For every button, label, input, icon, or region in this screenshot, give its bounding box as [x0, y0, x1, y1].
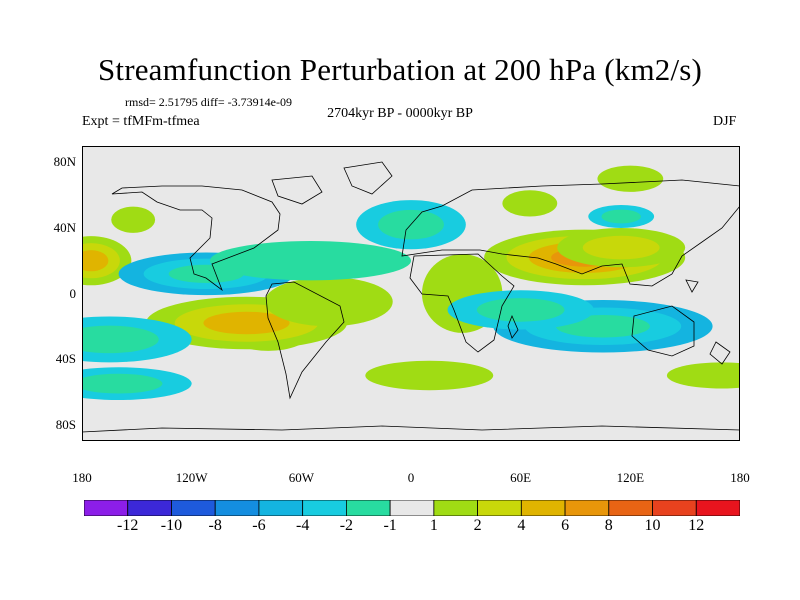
season-label: DJF: [713, 114, 737, 129]
contour-fill: [582, 235, 660, 260]
contour-fill: [209, 241, 411, 281]
colorbar-swatch: [608, 500, 653, 516]
latitude-tick-label: 80N: [53, 154, 76, 170]
colorbar-swatch: [652, 500, 697, 516]
colorbar-tick-label: 1: [429, 517, 438, 534]
map-plot: [82, 146, 740, 441]
anomaly-feature: [365, 360, 494, 391]
colorbar-tick-label: 4: [517, 517, 526, 534]
longitude-tick-label: 0: [407, 470, 415, 485]
colorbar-swatch: [433, 500, 479, 516]
anomaly-feature: [82, 367, 192, 401]
longitude-tick-label: 120W: [175, 470, 208, 485]
latitude-tick-label: 40N: [53, 219, 76, 235]
chart-title: Streamfunction Perturbation at 200 hPa (…: [97, 52, 703, 87]
latitude-tick-label: 80S: [55, 416, 76, 432]
contour-fill: [111, 206, 156, 233]
longitude-tick-label: 60W: [288, 470, 314, 485]
anomaly-feature: [264, 277, 393, 327]
map-frame: [82, 146, 740, 441]
anomaly-feature: [111, 206, 156, 233]
contour-fill: [82, 250, 109, 272]
colorbar-tick-label: -1: [383, 517, 397, 534]
colorbar-tick-label: 12: [688, 517, 705, 534]
longitude-tick-label: 180: [72, 470, 92, 485]
latitude-tick-label: 40S: [55, 351, 76, 367]
contour-fill: [82, 373, 163, 394]
colorbar-swatch: [389, 500, 435, 516]
contour-fill: [601, 209, 641, 224]
colorbar-swatch: [171, 500, 216, 516]
stats-line: rmsd= 2.51795 diff= -3.73914e-09: [125, 95, 292, 109]
anomaly-feature: [82, 316, 192, 363]
colorbar-tick-label: 6: [561, 517, 570, 534]
anomaly-feature: [597, 165, 664, 192]
anomaly-feature: [588, 205, 655, 228]
colorbar-swatch: [258, 500, 304, 516]
colorbar-swatch: [520, 500, 566, 516]
colorbar-swatch: [302, 500, 347, 516]
colorbar-swatch: [84, 500, 129, 516]
colorbar-swatch: [564, 500, 610, 516]
contour-fill: [264, 277, 393, 327]
colorbar-swatch: [345, 500, 391, 516]
contour-fill: [476, 298, 565, 322]
colorbar-swatch: [214, 500, 260, 516]
experiment-label: Expt = tfMFm-tfmea: [82, 114, 200, 129]
anomaly-feature: [447, 290, 594, 330]
time-subtitle: 2704kyr BP - 0000kyr BP: [327, 106, 473, 121]
longitude-tick-label: 60E: [510, 470, 532, 485]
colorbar-swatch: [127, 500, 172, 516]
contour-fill: [502, 190, 558, 217]
anomaly-feature: [666, 362, 740, 389]
colorbar: [84, 500, 740, 516]
colorbar-tick-label: -6: [252, 517, 266, 534]
latitude-tick-label: 0: [69, 285, 77, 301]
colorbar-tick-label: -4: [295, 517, 310, 534]
colorbar-tick-label: 2: [473, 517, 482, 534]
colorbar-tick-label: 8: [604, 517, 613, 534]
longitude-tick-label: 180: [730, 470, 750, 485]
colorbar-tick-label: -12: [117, 517, 139, 534]
contour-fill: [666, 362, 740, 389]
contour-fill: [82, 325, 159, 354]
colorbar-tick-label: -10: [160, 517, 183, 534]
colorbar-tick-label: -2: [339, 517, 354, 534]
contour-fill: [597, 165, 664, 192]
longitude-tick-label: 120E: [616, 470, 645, 485]
colorbar-tick-label: 10: [644, 517, 661, 534]
anomaly-feature: [502, 190, 558, 217]
coastlines: [82, 161, 740, 433]
contour-fill: [365, 360, 494, 391]
colorbar-swatch: [695, 500, 740, 516]
anomaly-feature: [209, 241, 411, 281]
colorbar-swatch: [477, 500, 522, 516]
anomaly-feature: [557, 227, 686, 268]
colorbar-tick-label: -8: [208, 517, 222, 534]
